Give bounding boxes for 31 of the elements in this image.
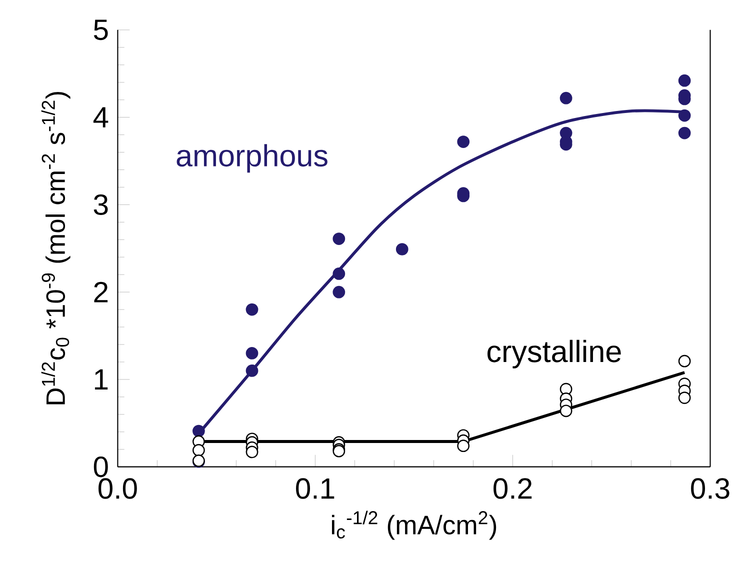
point xyxy=(192,425,205,438)
point xyxy=(678,74,691,87)
point xyxy=(246,446,258,458)
point xyxy=(246,304,258,316)
series-label: crystalline xyxy=(487,340,621,369)
y-tick-label: 2 xyxy=(94,282,108,302)
x-tick-label: 0.1 xyxy=(296,478,334,500)
point xyxy=(678,127,691,140)
text: amorphous xyxy=(176,144,328,173)
x-tick-label: 0.0 xyxy=(98,478,137,500)
y-tick-label: 4 xyxy=(93,107,108,128)
y-tick-label: 5 xyxy=(94,20,108,40)
x-tick-label: 0.2 xyxy=(494,478,532,500)
point xyxy=(246,364,258,378)
point xyxy=(457,440,470,452)
y-tick-label: 1 xyxy=(94,370,108,390)
y-tick-label: 3 xyxy=(94,194,108,216)
x-axis-title: i$_{c}$$^{-1/2}$ (mA/cm$^{2}$) xyxy=(332,510,496,540)
y-tick-label: 0 xyxy=(94,456,108,478)
point xyxy=(246,347,258,360)
point xyxy=(678,110,691,122)
point xyxy=(396,243,408,256)
text: D$^{1/2}$c$_{0}$ *10$^{-9}$ (mol cm$^{-2}$ s$^{-1/2}$) xyxy=(41,92,70,404)
point xyxy=(678,392,691,404)
point xyxy=(332,232,346,246)
point xyxy=(332,286,346,298)
x-tick-label: 0.3 xyxy=(691,478,730,500)
point xyxy=(560,92,572,104)
point xyxy=(332,268,346,280)
point xyxy=(560,404,572,418)
point xyxy=(457,136,470,148)
